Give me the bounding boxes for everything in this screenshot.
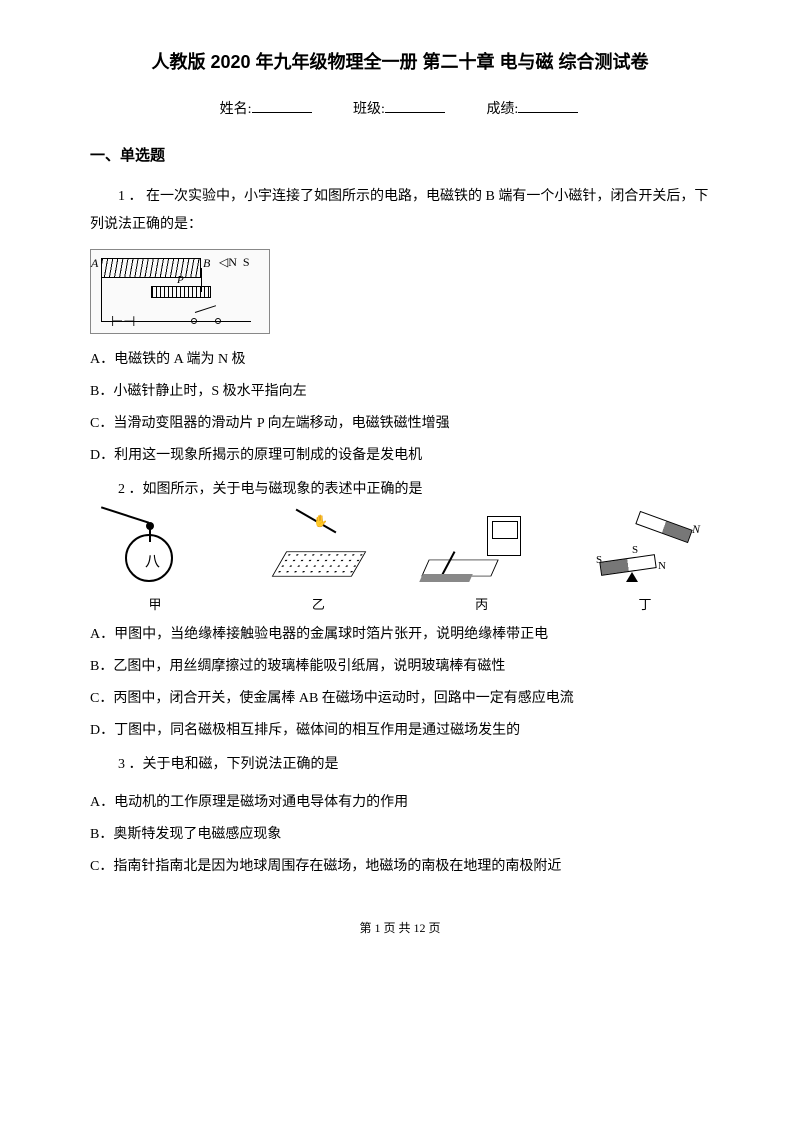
class-label: 班级: [353, 102, 385, 117]
magnet-icon [419, 574, 473, 582]
q2-figure-row: 八 甲 ✋ 乙 丙 N S [90, 514, 710, 613]
q2-choice-d: D．丁图中，同名磁极相互排斥，磁体间的相互作用是通过磁场发生的 [90, 717, 710, 745]
q2-label-ding: 丁 [580, 594, 710, 613]
q2-label-jia: 甲 [90, 594, 220, 613]
q1-fig-label-b: B [203, 256, 210, 271]
leaf-icon: 八 [145, 550, 160, 571]
q3-stem: 3 ．关于电和磁，下列说法正确的是 [90, 751, 710, 779]
q1-choice-a: A．电磁铁的 A 端为 N 极 [90, 346, 710, 374]
coil-icon [101, 258, 201, 278]
q1-stem: 1 ． 在一次实验中，小宇连接了如图所示的电路，电磁铁的 B 端有一个小磁针，闭… [90, 183, 710, 239]
q3-choice-c: C．指南针指南北是因为地球周围存在磁场，地磁场的南极在地理的南极附近 [90, 853, 710, 881]
rheostat-icon [151, 286, 211, 298]
compass-icon: ◁N S [219, 255, 250, 270]
q1-fig-label-a: A [91, 256, 98, 271]
q3-choice-b: B．奥斯特发现了电磁感应现象 [90, 821, 710, 849]
bar-magnet-icon [635, 511, 692, 543]
name-blank[interactable] [252, 99, 312, 113]
q1-fig-label-p: P [177, 274, 184, 286]
wire-icon [101, 278, 102, 322]
pivot-icon [626, 572, 638, 582]
q2-fig-yi: ✋ 乙 [253, 514, 383, 613]
q2-fig-bing: 丙 [417, 514, 547, 613]
q2-stem: 2 ．如图所示，关于电与磁现象的表述中正确的是 [90, 476, 710, 504]
q3-choice-a: A．电动机的工作原理是磁场对通电导体有力的作用 [90, 789, 710, 817]
n-label: N [692, 522, 700, 537]
q2-choice-a: A．甲图中，当绝缘棒接触验电器的金属球时箔片张开，说明绝缘棒带正电 [90, 621, 710, 649]
rod-icon [101, 506, 149, 523]
battery-icon: ⊢⊣ [111, 314, 135, 331]
hand-icon: ✋ [313, 514, 328, 529]
s-label: S [596, 554, 602, 566]
score-label: 成绩: [486, 102, 518, 117]
page-footer: 第 1 页 共 12 页 [90, 919, 710, 936]
galvanometer-icon [487, 516, 521, 556]
class-blank[interactable] [385, 99, 445, 113]
q1-choice-c: C．当滑动变阻器的滑动片 P 向左端移动，电磁铁磁性增强 [90, 410, 710, 438]
q2-fig-jia: 八 甲 [90, 514, 220, 613]
q1-choice-b: B．小磁针静止时，S 极水平指向左 [90, 378, 710, 406]
section-heading-1: 一、单选题 [90, 144, 710, 165]
q2-label-yi: 乙 [253, 594, 383, 613]
name-label: 姓名: [220, 102, 252, 117]
plate-icon [272, 551, 367, 576]
q2-choice-b: B．乙图中，用丝绸摩擦过的玻璃棒能吸引纸屑，说明玻璃棒有磁性 [90, 653, 710, 681]
page-title: 人教版 2020 年九年级物理全一册 第二十章 电与磁 综合测试卷 [90, 48, 710, 74]
wire-icon [201, 268, 202, 292]
q1-choice-d: D．利用这一现象所揭示的原理可制成的设备是发电机 [90, 442, 710, 470]
q1-figure: A B ◁N S P ⊢⊣ [90, 249, 710, 334]
score-blank[interactable] [518, 99, 578, 113]
q2-choice-c: C．丙图中，闭合开关，使金属棒 AB 在磁场中运动时，回路中一定有感应电流 [90, 685, 710, 713]
n-label: N [658, 560, 666, 572]
info-line: 姓名: 班级: 成绩: [90, 98, 710, 118]
q2-label-bing: 丙 [417, 594, 547, 613]
s-label: S [632, 544, 638, 556]
q2-fig-ding: N S S N 丁 [580, 514, 710, 613]
